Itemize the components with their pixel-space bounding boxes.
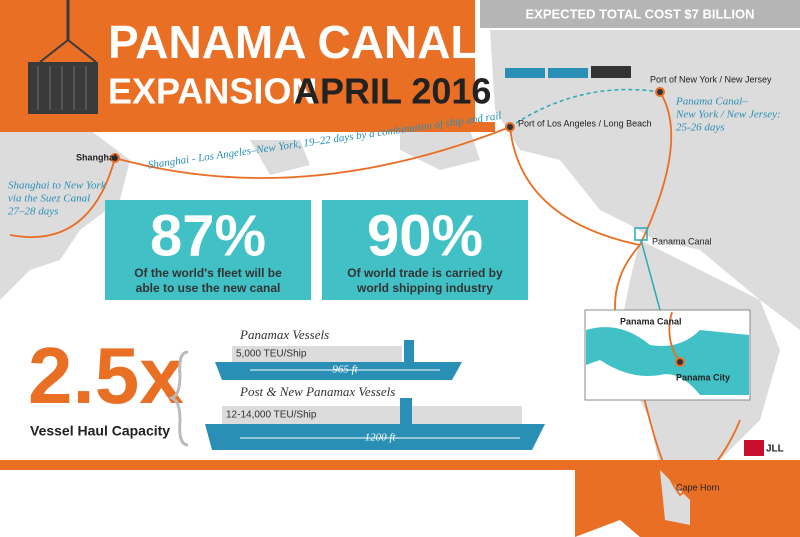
route-label: New York / New Jersey: xyxy=(675,109,781,121)
date: APRIL 2016 xyxy=(294,71,491,112)
route-label: via the Suez Canal xyxy=(8,193,90,205)
rail-route xyxy=(509,88,661,128)
frame xyxy=(0,460,800,537)
port-label: Cape Horn xyxy=(676,482,720,492)
route-label: 27–28 days xyxy=(8,206,58,218)
cost: EXPECTED TOTAL COST $7 BILLION xyxy=(526,6,755,21)
port-label: Port of Los Angeles / Long Beach xyxy=(518,118,652,128)
stat-value: 90% xyxy=(367,203,483,268)
capacity-label: Vessel Haul Capacity xyxy=(30,423,170,439)
route-label: Panama Canal– xyxy=(675,96,748,108)
capacity-value: 2.5x xyxy=(28,331,184,420)
stat-text: Of world trade is carried by xyxy=(347,266,503,280)
port-label: Panama Canal xyxy=(652,236,712,246)
title: PANAMA CANAL xyxy=(108,16,479,68)
port-dot xyxy=(675,357,685,367)
container-icon xyxy=(28,0,98,114)
land xyxy=(660,470,690,525)
stat-value: 87% xyxy=(150,203,266,268)
brace xyxy=(167,350,189,447)
vessel-capacity: 12-14,000 TEU/Ship xyxy=(226,410,317,421)
stat-text: world shipping industry xyxy=(356,281,493,295)
route-label: Shanghai to New York xyxy=(8,180,107,192)
vessel xyxy=(205,340,545,450)
inset-label: Panama Canal xyxy=(620,316,682,326)
logo: JLL xyxy=(766,444,784,455)
inset-label: Panama City xyxy=(676,372,730,382)
vessel-name: Panamax Vessels xyxy=(239,327,329,342)
vessel-name: Post & New Panamax Vessels xyxy=(239,384,395,399)
logo-mark xyxy=(744,440,764,456)
connector xyxy=(640,239,661,311)
train-icon xyxy=(505,66,631,78)
stat-text: able to use the new canal xyxy=(136,281,281,295)
port-dot xyxy=(110,87,665,163)
vessel-length: 1200 ft xyxy=(365,432,397,444)
cost-band xyxy=(480,0,800,28)
subtitle: EXPANSION xyxy=(108,71,317,112)
vessel-capacity: 5,000 TEU/Ship xyxy=(236,349,307,360)
header-panel xyxy=(0,0,495,132)
route-label: Shanghai to New York via the Suez Canal … xyxy=(8,96,781,218)
port-label: Shanghai xyxy=(76,152,117,162)
route xyxy=(9,91,741,497)
stat-card: 87% Of the world's fleet will be able to… xyxy=(105,200,528,300)
stat-text: Of the world's fleet will be xyxy=(134,266,282,280)
vessel-length: 965 ft xyxy=(332,364,358,376)
port-label: Port of New York / New Jersey xyxy=(650,74,772,84)
inset-water xyxy=(586,327,749,395)
route-label: 25-26 days xyxy=(676,122,725,134)
